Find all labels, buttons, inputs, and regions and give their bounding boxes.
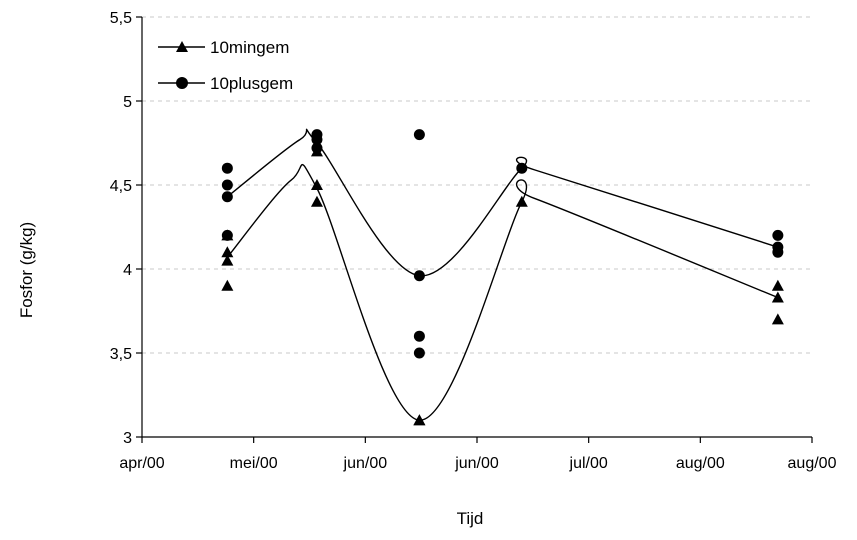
axes [136,16,813,443]
x-tick-label: jul/00 [569,455,608,472]
data-point-circle [413,330,425,342]
trend-line-10mingem [226,164,779,421]
data-point-circle [221,191,233,203]
data-point-circle [772,246,784,258]
data-point-circle [221,179,233,191]
trend-line-10plusgem [226,128,779,277]
data-point-circle [413,270,425,282]
x-tick-label: apr/00 [119,455,164,472]
legend-circle-marker [176,77,188,89]
data-point-circle [516,162,528,174]
y-tick-label: 5 [123,94,132,111]
data-point-triangle [221,279,234,291]
data-point-circle [221,162,233,174]
data-point-triangle [310,179,323,190]
x-tick-label: jun/00 [343,455,388,472]
data-point-circle [311,142,323,154]
x-tick-label: aug/00 [788,455,837,472]
data-points [221,129,784,426]
x-tick-label: aug/00 [676,455,725,472]
data-point-triangle [221,246,234,258]
y-tick-label: 4,5 [110,178,132,195]
data-point-triangle [221,254,234,266]
legend-label-10mingem: 10mingem [210,38,289,57]
y-tick-label: 3 [123,430,132,447]
x-tick-label: jun/00 [454,455,499,472]
tick-labels: 3 3,5 4 4,5 5 5,5 apr/00 mei/00 jun/00 jun/00 jul/… [110,10,837,472]
legend-label-10plusgem: 10plusgem [210,74,293,93]
data-point-circle [221,229,233,241]
legend-triangle-marker [176,41,188,52]
data-point-triangle [413,414,426,426]
legend: 10mingem 10plusgem [158,38,293,93]
x-tick-label: mei/00 [230,455,278,472]
trend-lines [226,128,779,421]
data-point-triangle [310,195,323,207]
y-tick-label: 3,5 [110,346,132,363]
data-point-triangle [771,279,784,291]
data-point-triangle [515,195,528,207]
y-tick-label: 5,5 [110,10,132,27]
data-point-circle [772,229,784,241]
data-point-triangle [771,291,784,303]
data-point-triangle [771,313,784,325]
x-axis-title: Tijd [457,509,484,528]
data-point-circle [413,347,425,359]
data-point-circle [413,129,425,141]
data-point-circle [311,134,323,146]
y-tick-label: 4 [123,262,132,279]
y-axis-title: Fosfor (g/kg) [17,222,36,318]
